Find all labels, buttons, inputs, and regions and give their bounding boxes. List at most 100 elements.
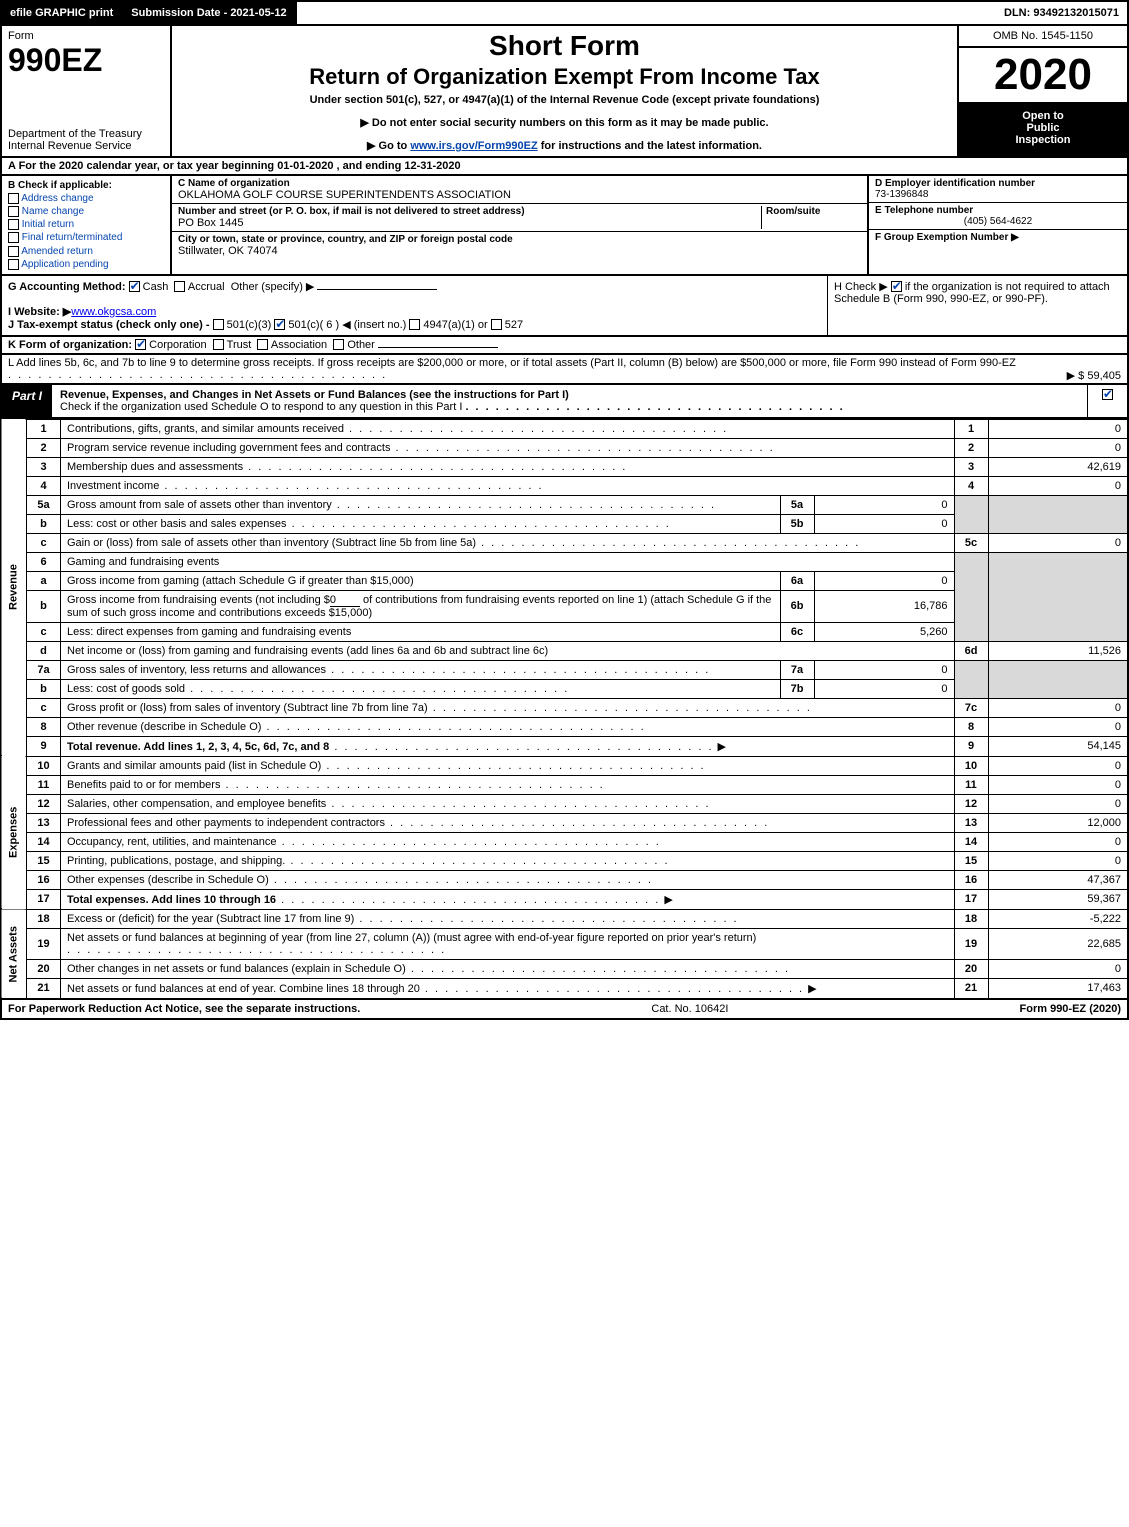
l11-rn: 11 [954,775,988,794]
title-return: Return of Organization Exempt From Incom… [178,64,951,90]
l5b-sn: 5b [780,514,814,533]
j-501c3-check[interactable] [213,319,224,330]
l6-num: 6 [27,552,61,571]
l4-rn: 4 [954,476,988,495]
row-l: L Add lines 5b, 6c, and 7b to line 9 to … [0,355,1129,385]
l6a-sv: 0 [814,571,954,590]
col-d: D Employer identification number 73-1396… [867,176,1127,274]
b-opt-amended[interactable]: Amended return [8,246,164,257]
l1-val: 0 [988,419,1128,438]
k-other-line[interactable] [378,347,498,348]
l6b-sn: 6b [780,590,814,622]
l6b-sv: 16,786 [814,590,954,622]
k-trust-check[interactable] [213,339,224,350]
h-check[interactable] [891,281,902,292]
l2-desc: Program service revenue including govern… [67,442,390,454]
part-i-tab: Part I [2,385,52,417]
l7c-num: c [27,698,61,717]
l18-num: 18 [27,909,61,928]
g-other: Other (specify) ▶ [231,281,315,293]
l3-rn: 3 [954,457,988,476]
g-other-line[interactable] [317,289,437,290]
note-goto: ▶ Go to www.irs.gov/Form990EZ for instru… [178,139,951,152]
j-4947-check[interactable] [409,319,420,330]
l13-val: 12,000 [988,813,1128,832]
footer-left: For Paperwork Reduction Act Notice, see … [8,1003,360,1015]
l5a-sv: 0 [814,495,954,514]
k-label: K Form of organization: [8,339,132,351]
l16-num: 16 [27,870,61,889]
c-city-label: City or town, state or province, country… [178,234,861,245]
l11-num: 11 [27,775,61,794]
l5c-val: 0 [988,533,1128,552]
section-bcd: B Check if applicable: Address change Na… [0,176,1129,276]
b-opt-address[interactable]: Address change [8,193,164,204]
h-text1: H Check ▶ [834,281,888,293]
l12-rn: 12 [954,794,988,813]
l6b-amt: 0 [330,594,360,607]
b-opt-pending[interactable]: Application pending [8,259,164,270]
l12-desc: Salaries, other compensation, and employ… [67,798,326,810]
l19-num: 19 [27,928,61,959]
b-opt-initial[interactable]: Initial return [8,219,164,230]
l6c-sv: 5,260 [814,622,954,641]
l7a-desc: Gross sales of inventory, less returns a… [67,664,326,676]
g-accounting: G Accounting Method: Cash Accrual Other … [2,276,827,335]
l13-desc: Professional fees and other payments to … [67,817,385,829]
l18-val: -5,222 [988,909,1128,928]
l7c-val: 0 [988,698,1128,717]
l11-desc: Benefits paid to or for members [67,779,220,791]
l1-desc: Contributions, gifts, grants, and simila… [67,423,344,435]
l6d-rn: 6d [954,641,988,660]
b-opt-name[interactable]: Name change [8,206,164,217]
part-i-check[interactable] [1087,385,1127,417]
b-opt-final[interactable]: Final return/terminated [8,232,164,243]
k-corp: Corporation [149,339,206,351]
l15-desc: Printing, publications, postage, and shi… [67,855,285,867]
header-right: OMB No. 1545-1150 2020 Open to Public In… [957,26,1127,156]
d-ein-label: D Employer identification number [875,178,1121,189]
l9-desc: Total revenue. Add lines 1, 2, 3, 4, 5c,… [67,741,329,753]
page-footer: For Paperwork Reduction Act Notice, see … [0,1000,1129,1020]
l12-num: 12 [27,794,61,813]
k-assoc-check[interactable] [257,339,268,350]
efile-label[interactable]: efile GRAPHIC print [2,2,123,24]
l6a-sn: 6a [780,571,814,590]
l21-desc: Net assets or fund balances at end of ye… [67,983,420,995]
col-b: B Check if applicable: Address change Na… [2,176,172,274]
l6d-num: d [27,641,61,660]
room-label: Room/suite [766,206,861,217]
note-ssn: ▶ Do not enter social security numbers o… [178,116,951,129]
j-501c-check[interactable] [274,319,285,330]
c-name-label: C Name of organization [178,178,861,189]
irs-link[interactable]: www.irs.gov/Form990EZ [410,140,537,152]
l5b-sv: 0 [814,514,954,533]
omb-number: OMB No. 1545-1150 [959,26,1127,48]
g-cash-check[interactable] [129,281,140,292]
ein: 73-1396848 [875,189,1121,200]
j-527-check[interactable] [491,319,502,330]
l6a-num: a [27,571,61,590]
k-other-check[interactable] [333,339,344,350]
sidebar-expenses: Expenses [1,756,27,909]
header-left: Form 990EZ Department of the Treasury In… [2,26,172,156]
l2-val: 0 [988,438,1128,457]
l21-rn: 21 [954,978,988,999]
website-link[interactable]: www.okgcsa.com [71,306,156,318]
part-i-header: Part I Revenue, Expenses, and Changes in… [0,385,1129,419]
top-bar: efile GRAPHIC print Submission Date - 20… [0,0,1129,26]
l9-num: 9 [27,736,61,756]
l5a-sn: 5a [780,495,814,514]
l21-val: 17,463 [988,978,1128,999]
k-other: Other [347,339,375,351]
form-label: Form [8,30,164,42]
l17-val: 59,367 [988,889,1128,909]
g-accrual-check[interactable] [174,281,185,292]
l7b-desc: Less: cost of goods sold [67,683,185,695]
j-527: 527 [505,319,523,331]
l7a-sv: 0 [814,660,954,679]
l6c-desc: Less: direct expenses from gaming and fu… [67,626,351,638]
l20-val: 0 [988,959,1128,978]
j-4947: 4947(a)(1) or [423,319,487,331]
k-corp-check[interactable] [135,339,146,350]
